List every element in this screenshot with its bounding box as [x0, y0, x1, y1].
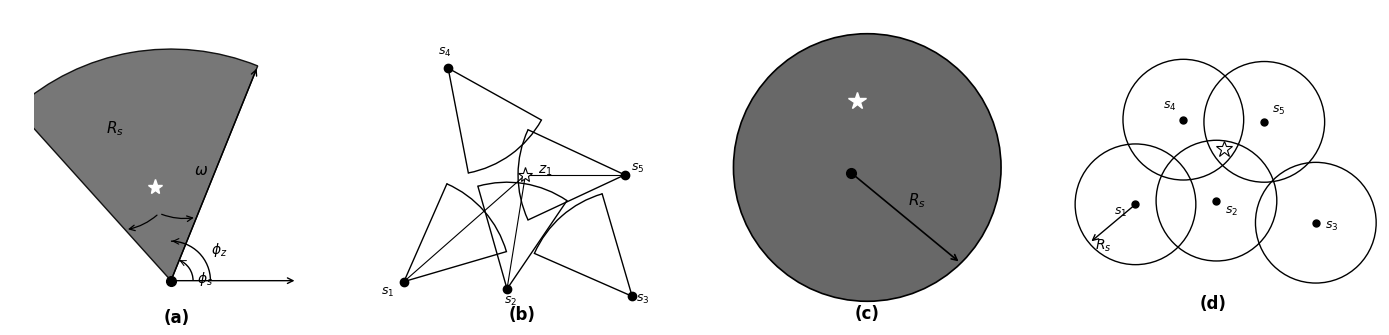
Text: $R_s$: $R_s$ [106, 119, 124, 138]
Text: $s_2$: $s_2$ [1225, 205, 1238, 218]
Text: (b): (b) [508, 306, 535, 324]
Text: $s_2$: $s_2$ [504, 295, 517, 308]
Circle shape [733, 34, 1001, 301]
Text: (c): (c) [854, 306, 879, 324]
Text: $s_5$: $s_5$ [632, 162, 644, 175]
Text: $s_4$: $s_4$ [438, 46, 451, 59]
Text: $R_s$: $R_s$ [1095, 238, 1111, 254]
Text: (d): (d) [1199, 295, 1226, 313]
Text: $z_1$: $z_1$ [538, 163, 553, 178]
Wedge shape [17, 49, 258, 281]
Text: $s_3$: $s_3$ [636, 293, 650, 306]
Text: $s_3$: $s_3$ [1325, 219, 1339, 233]
Text: $\omega$: $\omega$ [194, 163, 208, 179]
Text: $s_1$: $s_1$ [381, 286, 394, 299]
Text: $R_s$: $R_s$ [908, 191, 926, 210]
Text: $s_4$: $s_4$ [1164, 99, 1176, 113]
Text: (a): (a) [163, 309, 189, 327]
Text: $s_5$: $s_5$ [1272, 104, 1286, 117]
Text: $\phi_s$: $\phi_s$ [197, 270, 214, 288]
Text: $\phi_z$: $\phi_z$ [211, 241, 228, 259]
Text: $s_1$: $s_1$ [1114, 206, 1128, 219]
